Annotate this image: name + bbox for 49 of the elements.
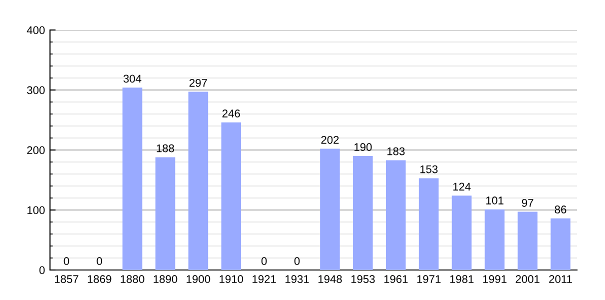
x-tick-label: 1971 (417, 275, 441, 284)
x-tick-label: 2001 (516, 275, 540, 284)
data-label: 297 (190, 78, 207, 87)
bar (550, 218, 570, 270)
y-tick-label: 100 (27, 206, 45, 214)
bar (155, 157, 176, 270)
x-tick-label: 1910 (220, 275, 244, 284)
x-tick-label: 1961 (384, 275, 408, 284)
bar (484, 209, 505, 270)
x-tick-label: 1869 (88, 275, 112, 284)
x-tick-label: 1953 (351, 275, 375, 284)
bar (188, 92, 208, 270)
x-tick-label: 1857 (54, 275, 78, 284)
data-label: 101 (486, 196, 504, 204)
x-tick-label: 2011 (549, 275, 572, 284)
data-label: 246 (222, 110, 240, 118)
data-label: 153 (420, 165, 438, 174)
bar (452, 196, 472, 270)
bar (386, 160, 406, 270)
x-tick-label: 1900 (186, 275, 210, 284)
x-tick-label: 1981 (450, 275, 474, 284)
x-tick-label: 1890 (154, 275, 178, 284)
bar (418, 178, 439, 270)
y-tick-label: 400 (26, 26, 45, 34)
x-tick-label: 1931 (286, 275, 309, 284)
data-label: 0 (261, 257, 267, 266)
x-tick-label: 1921 (252, 275, 276, 284)
bar (353, 156, 373, 270)
data-label: 188 (156, 144, 174, 152)
data-label: 304 (124, 74, 142, 83)
data-label: 0 (64, 257, 70, 266)
data-label: 0 (96, 257, 102, 266)
data-label: 202 (321, 136, 339, 144)
x-tick-label: 1948 (318, 275, 342, 284)
data-label: 97 (522, 198, 534, 207)
bar (122, 88, 142, 270)
data-label: 86 (554, 206, 566, 214)
data-label: 124 (453, 182, 471, 191)
data-label: 0 (294, 257, 300, 266)
bar (518, 212, 538, 270)
data-label: 183 (387, 147, 405, 156)
x-tick-label: 1880 (120, 275, 144, 284)
bar (221, 122, 242, 270)
bar (320, 148, 340, 270)
y-tick-label: 300 (27, 86, 45, 94)
y-tick-label: 0 (39, 266, 45, 274)
y-tick-label: 200 (27, 146, 45, 154)
data-label: 190 (354, 143, 372, 152)
x-tick-label: 1991 (483, 275, 506, 284)
